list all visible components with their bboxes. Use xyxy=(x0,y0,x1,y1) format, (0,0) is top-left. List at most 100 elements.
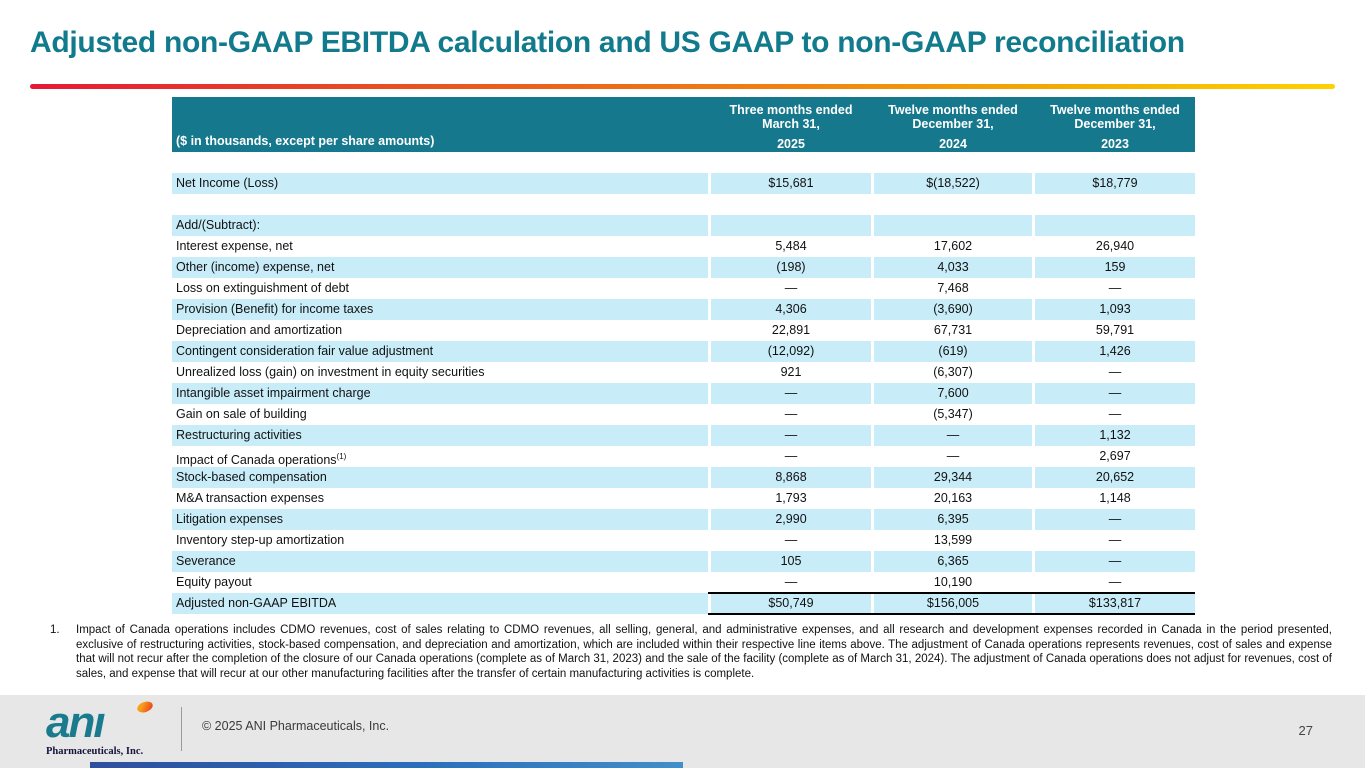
row-label: Unrealized loss (gain) on investment in … xyxy=(176,365,485,379)
title-accent-rule xyxy=(30,84,1335,89)
table-row: Loss on extinguishment of debt — 7,468 — xyxy=(172,278,1195,299)
row-value: $18,779 xyxy=(1035,173,1195,194)
row-value: 1,093 xyxy=(1035,299,1195,320)
page-title: Adjusted non-GAAP EBITDA calculation and… xyxy=(30,26,1185,59)
row-value: — xyxy=(1108,407,1122,421)
row-value: 67,731 xyxy=(933,323,973,337)
row-value: 26,940 xyxy=(1095,239,1135,253)
row-value xyxy=(711,194,871,215)
row-value: $133,817 xyxy=(1035,593,1195,614)
table-row: Impact of Canada operations(1) — — 2,697 xyxy=(172,446,1195,467)
table-row: Restructuring activities — —1,132 xyxy=(172,425,1195,446)
table-row: Adjusted non-GAAP EBITDA $50,749 $156,005 $… xyxy=(172,593,1195,614)
row-value: — xyxy=(1108,281,1122,295)
row-label: Litigation expenses xyxy=(172,509,708,530)
table-spacer-row xyxy=(172,152,1195,173)
row-value: 6,365 xyxy=(874,551,1032,572)
table-row: Other (income) expense, net (198) 4,033 159 xyxy=(172,257,1195,278)
row-value: — xyxy=(711,425,871,446)
row-value: — xyxy=(1035,551,1195,572)
table-row: Severance 105 6,365— xyxy=(172,551,1195,572)
row-label: Inventory step-up amortization xyxy=(176,533,345,547)
row-value: 2,990 xyxy=(711,509,871,530)
row-value: — xyxy=(784,533,798,547)
row-value: 22,891 xyxy=(771,323,811,337)
row-value: — xyxy=(1035,509,1195,530)
ani-logo-dot-icon xyxy=(135,699,155,715)
table-row: Inventory step-up amortization — 13,599 — xyxy=(172,530,1195,551)
row-value xyxy=(1035,152,1195,173)
row-label: Impact of Canada operations(1) xyxy=(176,452,347,467)
row-value xyxy=(874,215,1032,236)
row-value: $156,005 xyxy=(874,593,1032,614)
row-value: 8,868 xyxy=(711,467,871,488)
row-value: 159 xyxy=(1035,257,1195,278)
row-value: 4,306 xyxy=(711,299,871,320)
column-header-fy-2024: Twelve months ended December 31, 2024 xyxy=(874,97,1032,152)
row-label: Loss on extinguishment of debt xyxy=(176,281,350,295)
table-row: Add/(Subtract): xyxy=(172,215,1195,236)
row-value: 17,602 xyxy=(933,239,973,253)
table-row: Net Income (Loss) $15,681 $(18,522) $18,779 xyxy=(172,173,1195,194)
page-number: 27 xyxy=(1298,723,1313,738)
row-value: (198) xyxy=(711,257,871,278)
row-value: — xyxy=(784,281,798,295)
row-value: $(18,522) xyxy=(874,173,1032,194)
total-row-top-rule xyxy=(708,592,1195,594)
row-value: — xyxy=(874,425,1032,446)
row-label: Gain on sale of building xyxy=(176,407,307,421)
row-label: Stock-based compensation xyxy=(172,467,708,488)
row-label: Equity payout xyxy=(176,575,252,589)
table-row: Litigation expenses 2,990 6,395— xyxy=(172,509,1195,530)
row-value: 5,484 xyxy=(775,239,807,253)
row-value: 7,600 xyxy=(874,383,1032,404)
row-label: Adjusted non-GAAP EBITDA xyxy=(172,593,708,614)
bottom-accent-bar xyxy=(90,762,683,768)
row-value: (5,347) xyxy=(933,407,973,421)
row-label: Depreciation and amortization xyxy=(176,323,343,337)
row-label: Restructuring activities xyxy=(172,425,708,446)
row-value: — xyxy=(946,449,960,463)
row-value: 7,468 xyxy=(937,281,969,295)
row-value xyxy=(711,215,871,236)
row-value: 2,697 xyxy=(1099,449,1131,463)
table-caption: ($ in thousands, except per share amount… xyxy=(176,134,435,148)
row-label: Other (income) expense, net xyxy=(172,257,708,278)
table-row: Depreciation and amortization 22,891 67,73… xyxy=(172,320,1195,341)
column-header-fy-2023: Twelve months ended December 31, 2023 xyxy=(1035,97,1195,152)
row-value: (619) xyxy=(874,341,1032,362)
row-value xyxy=(711,152,871,173)
row-value xyxy=(1035,215,1195,236)
row-value: — xyxy=(784,575,798,589)
row-value: 20,652 xyxy=(1035,467,1195,488)
row-value: (3,690) xyxy=(874,299,1032,320)
footer-divider xyxy=(181,707,182,751)
row-value: 1,793 xyxy=(775,491,807,505)
row-label: Severance xyxy=(172,551,708,572)
table-row: Equity payout — 10,190 — xyxy=(172,572,1195,593)
table-row: Unrealized loss (gain) on investment in … xyxy=(172,362,1195,383)
row-value: 1,426 xyxy=(1035,341,1195,362)
footnote-text: Impact of Canada operations includes CDM… xyxy=(76,624,1332,680)
table-header: ($ in thousands, except per share amount… xyxy=(172,97,1195,152)
ani-logo: anı Pharmaceuticals, Inc. xyxy=(46,699,156,757)
row-value: — xyxy=(784,449,798,463)
row-value: — xyxy=(711,383,871,404)
row-value xyxy=(1035,194,1195,215)
row-value: (6,307) xyxy=(933,365,973,379)
table-row: Provision (Benefit) for income taxes 4,30… xyxy=(172,299,1195,320)
reconciliation-table: ($ in thousands, except per share amount… xyxy=(172,97,1195,615)
row-value: 20,163 xyxy=(933,491,973,505)
row-value: 29,344 xyxy=(874,467,1032,488)
row-value: 1,132 xyxy=(1035,425,1195,446)
row-value: — xyxy=(1108,533,1122,547)
row-value: 105 xyxy=(711,551,871,572)
row-label: Net Income (Loss) xyxy=(172,173,708,194)
row-label: Intangible asset impairment charge xyxy=(172,383,708,404)
row-value: 921 xyxy=(780,365,802,379)
row-value: $50,749 xyxy=(711,593,871,614)
table-row: Interest expense, net 5,484 17,602 26,940 xyxy=(172,236,1195,257)
row-value xyxy=(874,152,1032,173)
row-label: Contingent consideration fair value adju… xyxy=(172,341,708,362)
